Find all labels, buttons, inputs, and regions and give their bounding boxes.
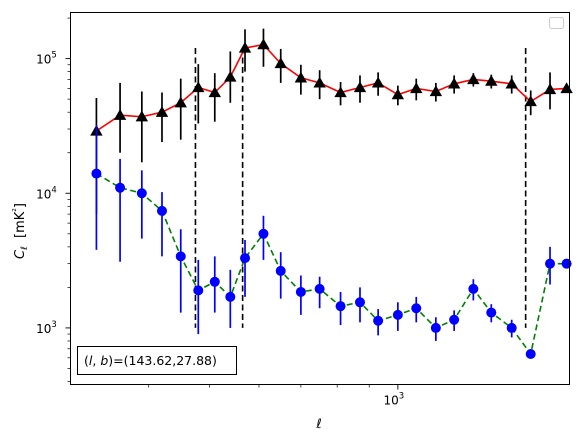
data-point [274,57,287,69]
data-point [373,315,384,326]
data-point [257,38,270,50]
data-point [295,286,306,297]
y-tick-label: 104 [36,185,57,201]
data-point [430,322,441,333]
data-point [258,228,269,239]
legend-box [549,17,564,29]
data-point [136,188,147,199]
x-axis-label: ℓ [315,417,321,432]
data-point [294,71,308,83]
data-point [115,182,126,193]
axis-ticks: 103 103 104 105 [36,17,405,408]
y-tick-label: 103 [36,320,57,336]
data-point [224,70,237,82]
data-point [135,110,149,122]
data-point [485,74,498,86]
data-point [91,168,102,179]
data-point [240,253,251,264]
data-point [447,77,461,89]
data-point [334,86,347,98]
data-point [174,96,187,108]
plot-area [90,28,573,360]
data-point [354,297,365,308]
data-point [561,258,572,269]
data-point [175,251,186,262]
data-point [353,81,367,93]
data-point [525,349,536,360]
data-point [314,283,325,294]
series-line [96,172,567,356]
data-point [545,258,556,269]
data-point [449,314,460,325]
data-point [429,85,443,97]
series-line [95,43,567,132]
data-point [486,307,497,318]
data-point [560,82,573,94]
series-group [91,125,572,360]
data-point [113,108,127,120]
data-point [209,276,220,287]
y-tick-label: 105 [36,51,57,67]
data-point [208,86,221,98]
data-point [468,283,479,294]
data-point [411,303,422,314]
data-point [543,83,557,95]
series-group [90,28,573,215]
data-point [156,205,167,216]
data-point [238,41,252,53]
data-point [506,322,517,333]
data-point [313,76,326,88]
data-point [524,95,537,107]
y-axis-label: Cℓ [mK²] [12,203,30,259]
data-point [505,77,518,89]
data-point [410,82,423,94]
data-point [467,73,480,85]
annotation-text: (l, b)=(143.62,27.88) [84,353,217,368]
data-point [192,81,205,93]
data-point [193,285,204,296]
data-point [391,88,405,100]
x-tick-label: 103 [384,392,405,408]
data-point [225,291,236,302]
data-point [275,265,286,276]
plot-frame [70,12,570,385]
data-point [335,301,346,312]
data-point [392,309,403,320]
annotation-box [77,346,237,375]
data-point [371,76,385,88]
data-point [155,105,169,117]
